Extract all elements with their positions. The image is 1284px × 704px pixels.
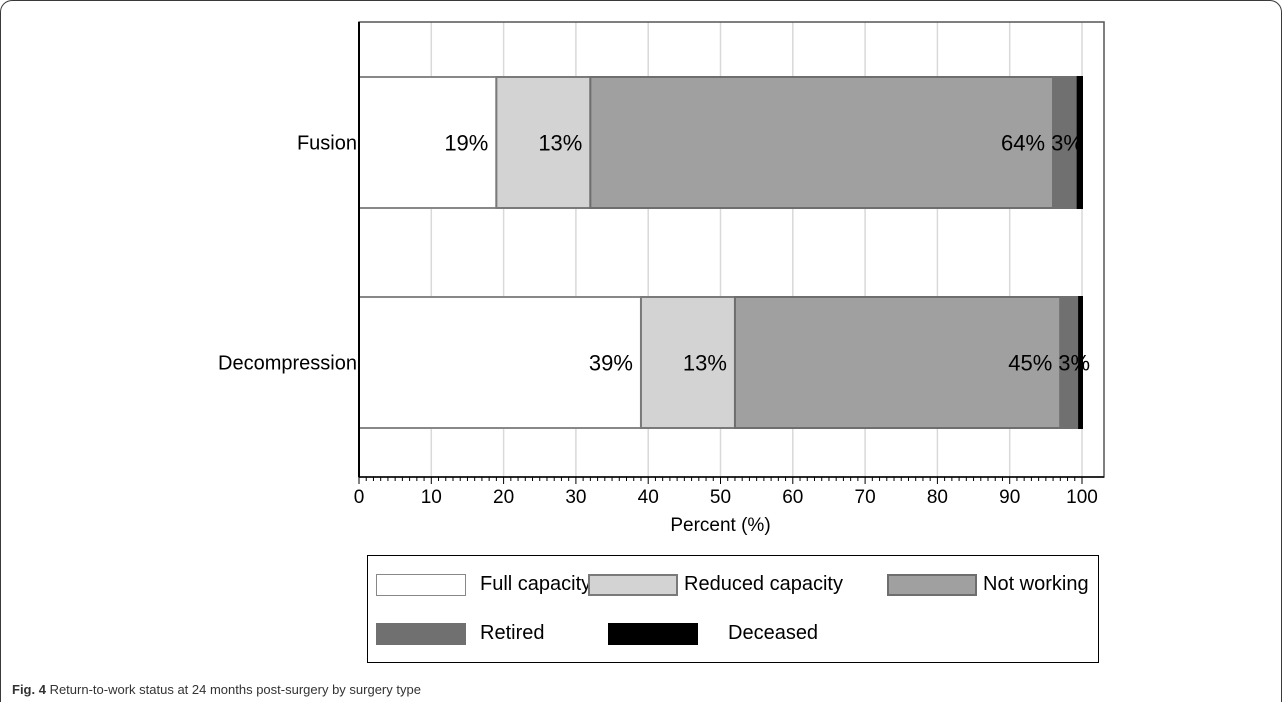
legend-label-not-working: Not working	[983, 573, 1089, 595]
legend: Full capacity Reduced capacity Not worki…	[367, 555, 1099, 663]
legend-swatch-full-capacity	[376, 573, 466, 596]
legend-item-retired: Retired	[376, 622, 544, 645]
x-tick-label: 30	[565, 487, 586, 508]
data-label: 39%	[589, 351, 633, 376]
bar-segment	[1078, 296, 1084, 429]
data-label: 3%	[1058, 351, 1090, 376]
x-tick-label: 50	[710, 487, 731, 508]
legend-label-reduced-capacity: Reduced capacity	[684, 573, 843, 595]
data-label: 13%	[538, 131, 582, 156]
legend-label-retired: Retired	[480, 622, 545, 644]
category-label: Decompression	[218, 353, 357, 375]
x-tick-label: 0	[354, 487, 365, 508]
data-label: 3%	[1051, 131, 1083, 156]
x-tick-label: 70	[855, 487, 876, 508]
data-label: 45%	[1008, 351, 1052, 376]
x-tick-label: 90	[999, 487, 1020, 508]
x-tick-label: 60	[782, 487, 803, 508]
category-label: Fusion	[297, 133, 357, 155]
legend-label-full-capacity: Full capacity	[480, 573, 592, 595]
legend-item-reduced-capacity: Reduced capacity	[588, 573, 843, 596]
legend-item-not-working: Not working	[887, 573, 1089, 596]
legend-swatch-deceased	[608, 622, 698, 645]
x-axis-title: Percent (%)	[670, 515, 770, 536]
legend-swatch-retired	[376, 622, 466, 645]
legend-label-deceased: Deceased	[728, 622, 819, 644]
data-label: 13%	[683, 351, 727, 376]
x-tick-label: 100	[1066, 487, 1098, 508]
legend-swatch-not-working	[887, 573, 977, 596]
x-tick-label: 80	[927, 487, 948, 508]
data-label: 19%	[444, 131, 488, 156]
figure-caption-text: Return-to-work status at 24 months post-…	[45, 682, 421, 697]
figure-caption-label: Fig. 4	[12, 682, 46, 697]
x-tick-label: 40	[638, 487, 659, 508]
legend-item-full-capacity: Full capacity	[376, 573, 591, 596]
bar-segment	[733, 296, 1062, 429]
bar-segment	[1076, 76, 1083, 209]
legend-swatch-reduced-capacity	[588, 573, 678, 596]
legend-item-deceased: Deceased	[608, 622, 818, 645]
x-tick-label: 20	[493, 487, 514, 508]
bar-segment	[589, 76, 1055, 209]
x-tick-label: 10	[421, 487, 442, 508]
data-label: 64%	[1001, 131, 1045, 156]
figure-caption: Fig. 4 Return-to-work status at 24 month…	[12, 682, 421, 697]
